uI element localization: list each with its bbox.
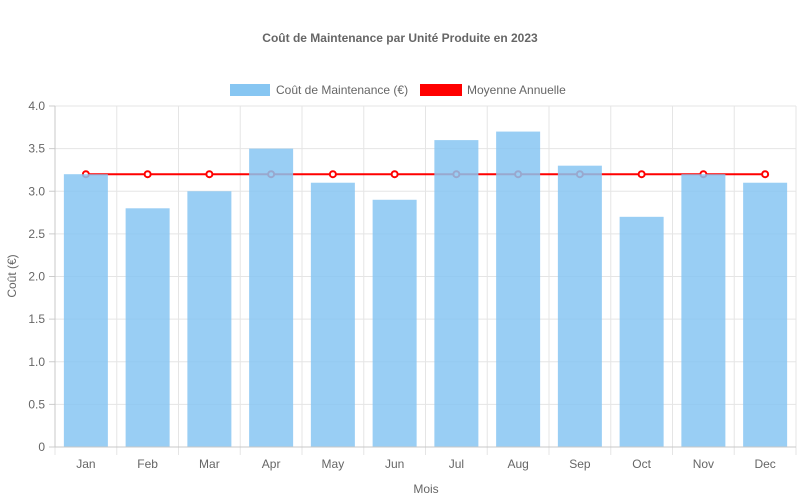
y-axis-ticks: 0 0.5 1.0 1.5 2.0 2.5 3.0 3.5 4.0 [28,99,55,454]
y-tick-label: 3.0 [28,184,45,198]
average-point[interactable] [205,170,214,179]
y-tick-label: 0.5 [28,397,45,411]
x-tick-label: Feb [137,457,158,471]
x-tick-label: Mar [199,457,220,471]
x-axis-ticks: Jan Feb Mar Apr May Jun Jul Aug Sep Oct Nov Dec [76,457,776,471]
gridlines [54,105,797,455]
bar-apr[interactable] [249,148,294,447]
bar-nov[interactable] [681,174,726,447]
bar-jul[interactable] [434,140,479,447]
legend-swatch-bar [230,84,270,96]
x-tick-label: Aug [507,457,528,471]
legend-swatch-line [420,84,462,96]
average-point[interactable] [390,170,399,179]
legend: Coût de Maintenance (€) Moyenne Annuelle [230,83,566,97]
bars [63,131,788,448]
y-tick-label: 1.5 [28,312,45,326]
y-tick-label: 2.5 [28,227,45,241]
x-tick-label: May [322,457,345,471]
x-tick-label: Jun [385,457,404,471]
x-tick-label: Jul [449,457,464,471]
legend-label-line: Moyenne Annuelle [467,83,566,97]
bar-dec[interactable] [743,182,788,447]
x-tick-label: Jan [76,457,95,471]
axes [54,106,796,448]
bar-may[interactable] [310,182,355,447]
y-axis-title: Coût (€) [5,254,19,297]
bar-sep[interactable] [557,165,602,448]
average-point[interactable] [143,170,152,179]
legend-label-bar: Coût de Maintenance (€) [276,83,408,97]
average-point[interactable] [637,170,646,179]
y-tick-label: 1.0 [28,355,45,369]
bar-jan[interactable] [63,174,108,447]
average-point[interactable] [761,170,770,179]
y-tick-label: 0 [38,440,45,454]
bar-feb[interactable] [125,208,170,447]
bar-aug[interactable] [496,131,541,447]
x-tick-label: Apr [262,457,281,471]
y-tick-label: 2.0 [28,270,45,284]
chart-title: Coût de Maintenance par Unité Produite e… [262,31,538,45]
x-tick-label: Sep [569,457,591,471]
legend-item-line[interactable]: Moyenne Annuelle [420,83,566,97]
bar-jun[interactable] [372,199,417,447]
legend-item-bar[interactable]: Coût de Maintenance (€) [230,83,408,97]
y-tick-label: 3.5 [28,142,45,156]
bar-oct[interactable] [619,216,664,447]
x-tick-label: Oct [632,457,651,471]
y-tick-label: 4.0 [28,99,45,113]
x-tick-label: Nov [693,457,714,471]
average-point[interactable] [328,170,337,179]
bar-mar[interactable] [187,191,232,447]
x-tick-label: Dec [754,457,775,471]
x-axis-title: Mois [413,482,438,496]
